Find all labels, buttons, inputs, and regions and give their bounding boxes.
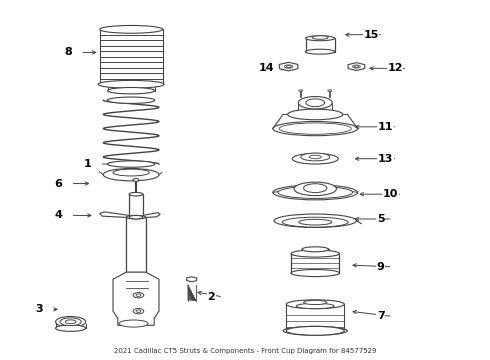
Text: 2021 Cadillac CT5 Struts & Components - Front Cup Diagram for 84577529: 2021 Cadillac CT5 Struts & Components - … bbox=[114, 348, 376, 354]
Polygon shape bbox=[279, 62, 298, 71]
Text: 4: 4 bbox=[54, 211, 62, 220]
Ellipse shape bbox=[299, 90, 303, 91]
Polygon shape bbox=[187, 277, 197, 282]
Ellipse shape bbox=[103, 168, 159, 181]
Ellipse shape bbox=[302, 247, 329, 252]
Text: 6: 6 bbox=[54, 179, 62, 189]
Ellipse shape bbox=[65, 320, 76, 324]
Polygon shape bbox=[348, 63, 365, 71]
Polygon shape bbox=[99, 212, 129, 217]
Ellipse shape bbox=[126, 215, 146, 219]
Ellipse shape bbox=[119, 320, 148, 327]
Ellipse shape bbox=[306, 99, 324, 107]
Ellipse shape bbox=[107, 161, 155, 167]
Ellipse shape bbox=[298, 96, 332, 109]
Ellipse shape bbox=[292, 153, 338, 164]
Ellipse shape bbox=[286, 300, 344, 309]
Polygon shape bbox=[113, 272, 159, 325]
Ellipse shape bbox=[299, 219, 332, 225]
Ellipse shape bbox=[301, 153, 330, 161]
Text: 8: 8 bbox=[64, 48, 72, 57]
Ellipse shape bbox=[286, 327, 344, 335]
Text: 13: 13 bbox=[378, 154, 393, 164]
Ellipse shape bbox=[328, 90, 332, 91]
Text: 3: 3 bbox=[35, 304, 43, 314]
Text: 10: 10 bbox=[383, 189, 398, 199]
Ellipse shape bbox=[278, 186, 352, 198]
Ellipse shape bbox=[107, 87, 155, 94]
Text: 7: 7 bbox=[377, 311, 385, 321]
Ellipse shape bbox=[288, 109, 343, 120]
Text: 5: 5 bbox=[377, 214, 385, 224]
Ellipse shape bbox=[279, 123, 351, 134]
Bar bbox=[126, 217, 146, 272]
Text: 14: 14 bbox=[259, 63, 274, 73]
Ellipse shape bbox=[60, 318, 81, 326]
Ellipse shape bbox=[352, 65, 360, 68]
Text: 12: 12 bbox=[388, 63, 403, 73]
Ellipse shape bbox=[354, 66, 359, 67]
Ellipse shape bbox=[306, 36, 335, 41]
Ellipse shape bbox=[136, 310, 141, 312]
Ellipse shape bbox=[291, 270, 340, 276]
Text: 1: 1 bbox=[84, 159, 92, 169]
Ellipse shape bbox=[286, 66, 291, 68]
Ellipse shape bbox=[309, 155, 321, 159]
Ellipse shape bbox=[274, 214, 356, 228]
Polygon shape bbox=[143, 213, 160, 217]
Bar bbox=[129, 194, 143, 217]
Text: 2: 2 bbox=[207, 292, 215, 302]
Ellipse shape bbox=[55, 325, 86, 331]
Ellipse shape bbox=[283, 327, 347, 335]
Ellipse shape bbox=[133, 179, 139, 181]
Ellipse shape bbox=[284, 65, 293, 68]
Ellipse shape bbox=[129, 215, 143, 219]
Text: 9: 9 bbox=[377, 262, 385, 272]
Ellipse shape bbox=[136, 294, 141, 296]
Ellipse shape bbox=[312, 36, 328, 39]
Text: 15: 15 bbox=[363, 30, 379, 40]
Ellipse shape bbox=[282, 217, 348, 227]
Ellipse shape bbox=[273, 122, 358, 136]
Ellipse shape bbox=[273, 185, 358, 200]
Ellipse shape bbox=[99, 26, 163, 33]
Bar bbox=[291, 253, 340, 273]
Ellipse shape bbox=[294, 182, 337, 195]
Ellipse shape bbox=[306, 49, 335, 54]
Ellipse shape bbox=[98, 80, 164, 88]
Ellipse shape bbox=[55, 316, 86, 327]
Ellipse shape bbox=[129, 192, 143, 196]
Ellipse shape bbox=[291, 250, 340, 257]
Ellipse shape bbox=[113, 169, 149, 176]
Bar bbox=[306, 38, 335, 52]
Ellipse shape bbox=[296, 303, 334, 309]
Ellipse shape bbox=[133, 309, 144, 314]
Ellipse shape bbox=[304, 300, 327, 305]
Text: 11: 11 bbox=[378, 122, 393, 132]
Ellipse shape bbox=[107, 97, 155, 103]
Ellipse shape bbox=[133, 293, 144, 298]
Ellipse shape bbox=[304, 184, 327, 193]
